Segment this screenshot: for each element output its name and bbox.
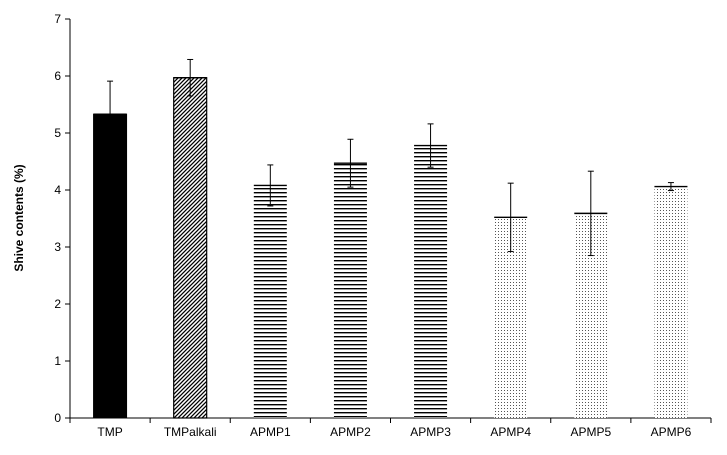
bars bbox=[93, 77, 688, 419]
x-tick-label: TMP bbox=[97, 425, 122, 439]
y-axis: 0 1 2 3 4 5 6 7 bbox=[54, 12, 71, 425]
y-tick-label: 6 bbox=[54, 69, 61, 83]
y-tick-label: 4 bbox=[54, 183, 61, 197]
bar-tmp bbox=[93, 113, 128, 419]
y-tick-label: 3 bbox=[54, 240, 61, 254]
bar-apmp2 bbox=[333, 163, 367, 418]
bar-apmp3 bbox=[414, 145, 448, 419]
bar-apmp1 bbox=[253, 185, 287, 418]
x-tick-label: TMPalkali bbox=[164, 425, 217, 439]
error-bars bbox=[107, 58, 674, 257]
x-tick-label: APMP5 bbox=[570, 425, 611, 439]
x-tick-label: APMP1 bbox=[250, 425, 291, 439]
y-tick-label: 0 bbox=[54, 411, 61, 425]
y-tick-label: 5 bbox=[54, 126, 61, 140]
x-tick-label: APMP4 bbox=[490, 425, 531, 439]
bar-tmpalkali bbox=[173, 77, 207, 419]
bar-apmp6 bbox=[654, 186, 688, 418]
y-tick-label: 2 bbox=[54, 297, 61, 311]
y-axis-title: Shive contents (%) bbox=[12, 164, 26, 271]
y-tick-label: 1 bbox=[54, 354, 61, 368]
x-tick-label: APMP3 bbox=[410, 425, 451, 439]
x-tick-label: APMP2 bbox=[330, 425, 371, 439]
y-tick-label: 7 bbox=[54, 12, 61, 26]
x-axis: TMP TMPalkali APMP1 APMP2 APMP3 APMP4 APMP5 APM… bbox=[69, 417, 712, 439]
x-tick-label: APMP6 bbox=[651, 425, 692, 439]
